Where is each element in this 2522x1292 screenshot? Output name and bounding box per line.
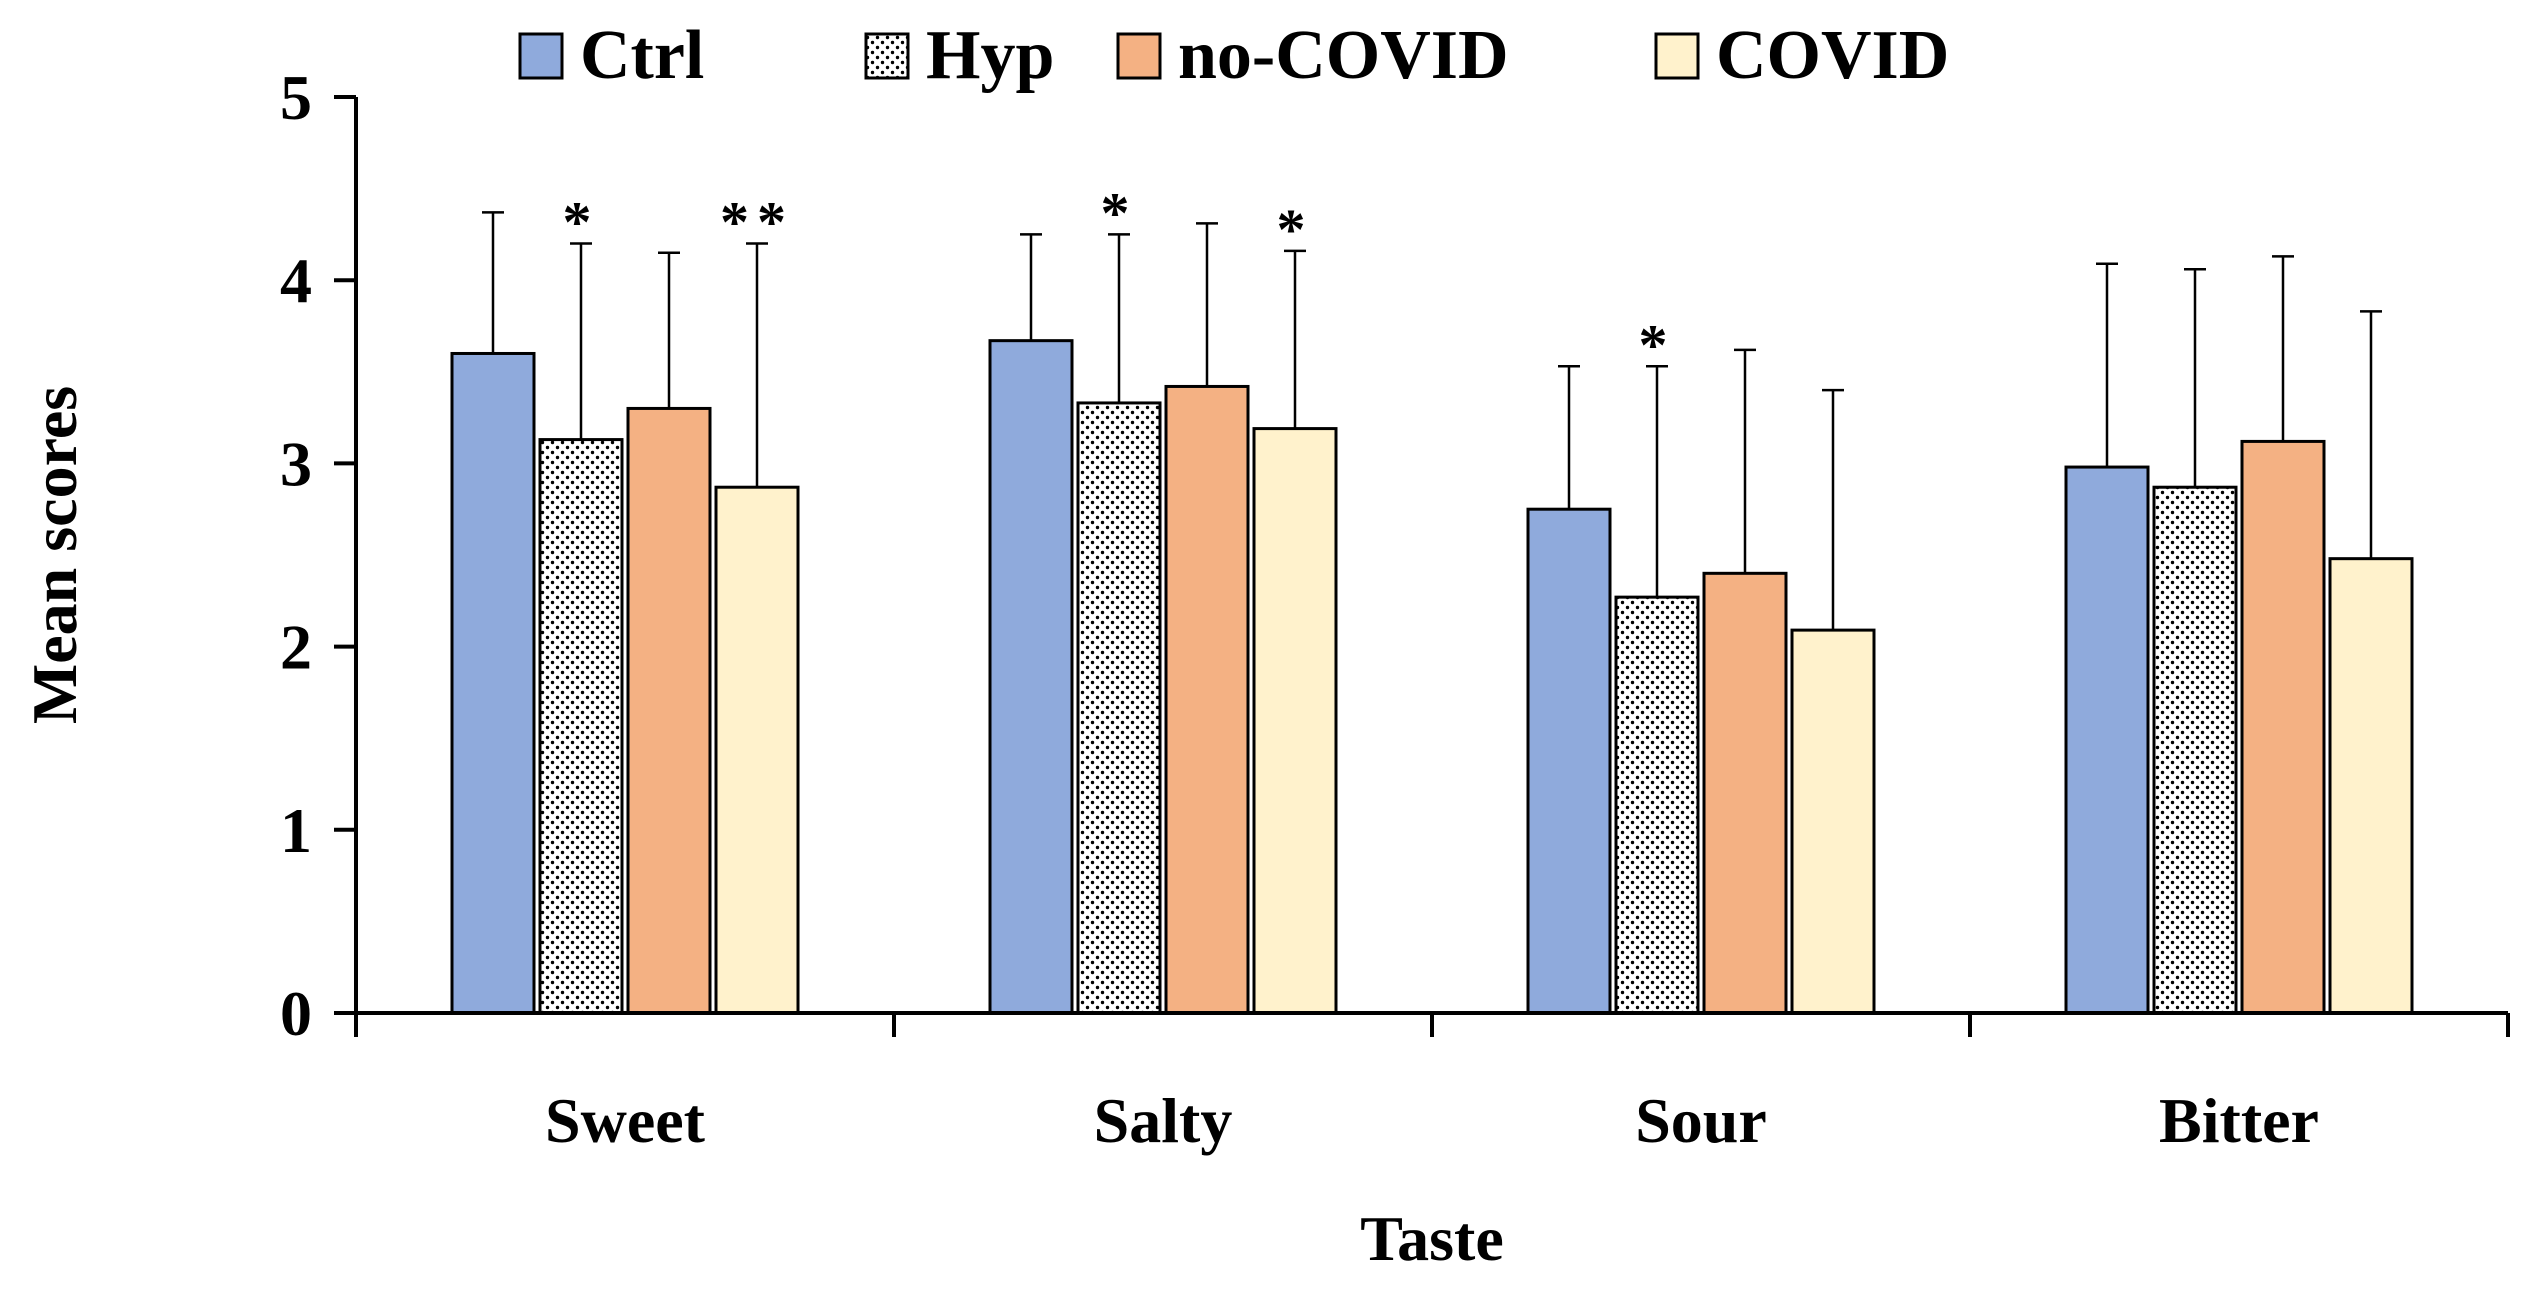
y-tick-label: 4 [280, 245, 312, 316]
bar-covid-salty [1252, 427, 1338, 1015]
bar-no-covid-salty [1164, 384, 1250, 1015]
legend-swatch [1654, 32, 1700, 80]
y-axis: 0 1 2 3 4 5 [280, 62, 358, 1049]
bar-no-covid-bitter [2240, 439, 2326, 1015]
y-tick-label: 5 [280, 62, 312, 133]
bar-hyp-bitter [2152, 485, 2238, 1015]
bar-covid-sour [1790, 628, 1876, 1015]
y-tick-label: 3 [280, 428, 312, 499]
bar-covid-bitter [2328, 557, 2414, 1015]
bar-no-covid-sweet [626, 406, 712, 1015]
x-axis: Sweet Salty Sour Bitter [354, 1011, 2510, 1156]
x-axis-title: Taste [1360, 1203, 1503, 1274]
x-tick-label-sweet: Sweet [545, 1085, 706, 1156]
legend-item-ctrl: Ctrl [518, 17, 704, 94]
legend-label: no-COVID [1178, 17, 1509, 94]
y-tick-label: 2 [280, 612, 312, 683]
x-tick-label-bitter: Bitter [2159, 1085, 2319, 1156]
legend-swatch [518, 32, 564, 80]
x-tick-label-salty: Salty [1094, 1085, 1233, 1156]
bar-ctrl-sour [1526, 507, 1612, 1015]
bar-hyp-salty [1076, 401, 1162, 1015]
significance-mark: ** [720, 190, 794, 255]
significance-mark: * [1639, 312, 1676, 377]
x-tick-label-sour: Sour [1635, 1085, 1767, 1156]
y-tick-label: 0 [280, 978, 312, 1049]
significance-mark: * [1277, 197, 1314, 262]
y-axis-title: Mean scores [19, 386, 90, 724]
legend: Ctrl Hyp no-COVID COVID [518, 17, 1949, 94]
legend-item-covid: COVID [1654, 17, 1949, 94]
bar-no-covid-sour [1702, 571, 1788, 1015]
legend-item-no-covid: no-COVID [1116, 17, 1509, 94]
bars-group: * **** * [450, 180, 2414, 1015]
legend-label: COVID [1716, 17, 1949, 94]
legend-label: Ctrl [580, 17, 704, 94]
y-tick-label: 1 [280, 795, 312, 866]
bar-covid-sweet [714, 485, 800, 1015]
bar-ctrl-bitter [2064, 465, 2150, 1015]
bar-ctrl-sweet [450, 351, 536, 1015]
legend-label: Hyp [926, 17, 1054, 94]
legend-swatch [864, 32, 910, 80]
legend-item-hyp: Hyp [864, 17, 1054, 94]
significance-mark: * [563, 190, 600, 255]
bar-hyp-sour [1614, 595, 1700, 1015]
significance-mark: * [1101, 180, 1138, 245]
legend-swatch [1116, 32, 1162, 80]
bar-ctrl-salty [988, 339, 1074, 1015]
bar-hyp-sweet [538, 438, 624, 1015]
